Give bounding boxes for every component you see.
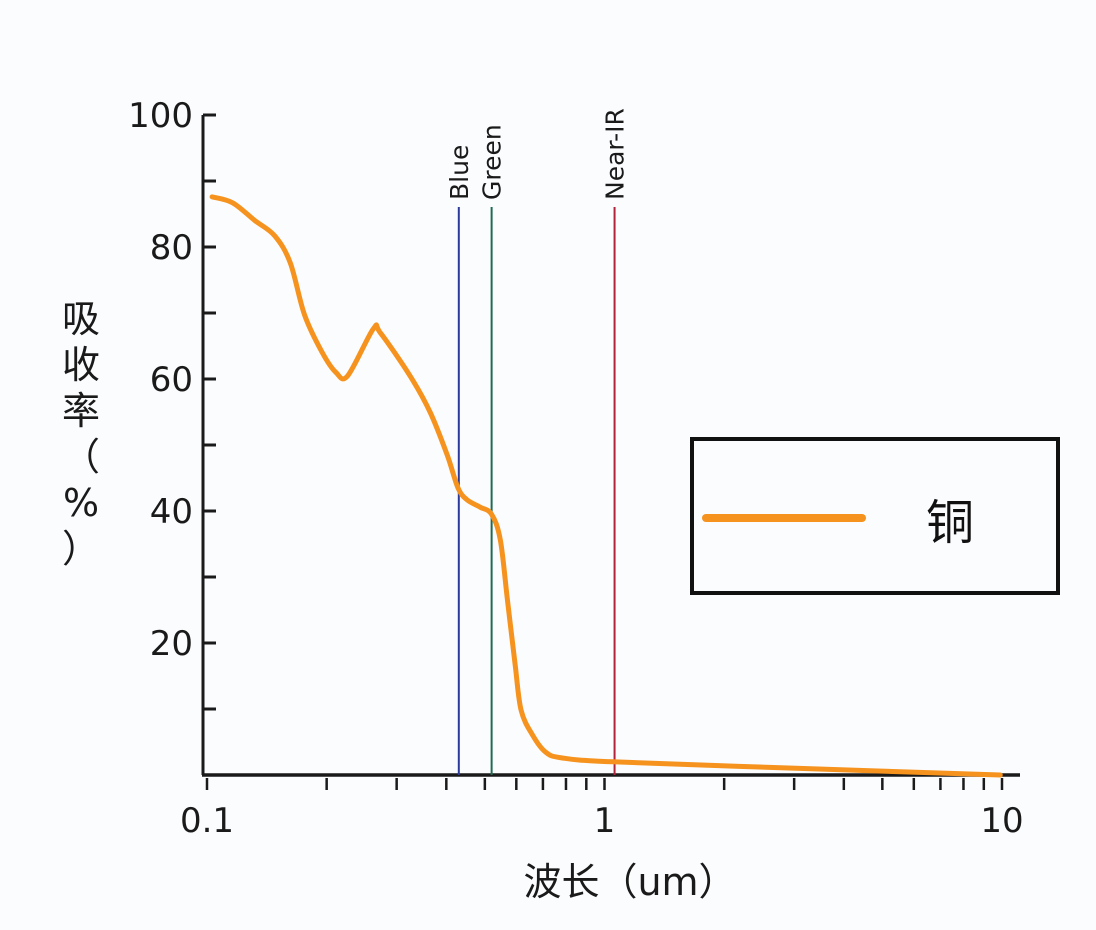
y-axis-title-char: 率 bbox=[61, 389, 100, 433]
x-tick-label: 0.1 bbox=[180, 801, 234, 841]
y-tick-label: 40 bbox=[150, 492, 193, 532]
data-series bbox=[209, 194, 1003, 778]
y-axis-title-char: % bbox=[62, 481, 100, 525]
marker-label-blue: Blue bbox=[445, 145, 474, 200]
x-tick-label: 10 bbox=[980, 801, 1023, 841]
marker-label-green: Green bbox=[478, 124, 507, 200]
y-axis-title-char: （ bbox=[61, 435, 100, 479]
y-tick-label: 20 bbox=[150, 624, 193, 664]
y-tick-label: 60 bbox=[150, 360, 193, 400]
x-tick-label: 1 bbox=[594, 801, 616, 841]
series-line-copper bbox=[209, 194, 1003, 778]
y-axis-title: 吸收率（%） bbox=[58, 296, 104, 572]
legend-label-copper: 铜 bbox=[926, 495, 975, 551]
y-axis-title-char: ） bbox=[61, 527, 100, 571]
legend-swatch-copper bbox=[702, 514, 866, 522]
axes: 20 40 60 80 100 0.1 1 10 bbox=[128, 96, 1024, 841]
x-axis-title: 波长（um） bbox=[523, 860, 736, 904]
wavelength-markers: Blue Green Near-IR bbox=[445, 108, 630, 775]
y-tick-label: 80 bbox=[150, 228, 193, 268]
y-axis-title-char: 吸 bbox=[61, 297, 100, 341]
marker-label-near-ir: Near-IR bbox=[601, 108, 630, 200]
y-axis-title-char: 收 bbox=[61, 343, 100, 387]
y-tick-label: 100 bbox=[128, 96, 193, 136]
legend: 铜 bbox=[690, 437, 1060, 595]
